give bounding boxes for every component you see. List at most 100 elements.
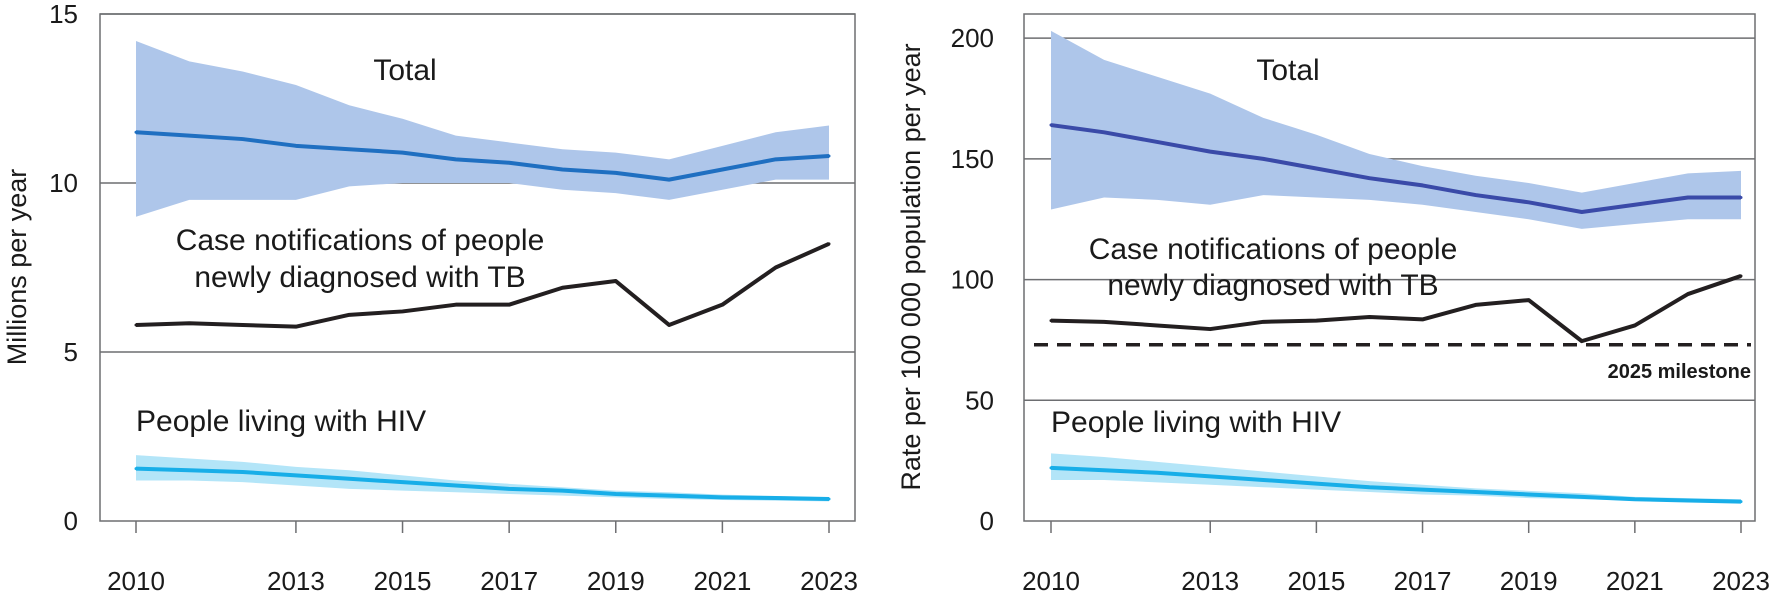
data-point-people-living-with-hiv-2023 bbox=[827, 497, 831, 501]
y-tick-label-5: 5 bbox=[64, 337, 78, 367]
data-point-case-notifications-of-people-newly-diagnosed-with-tb-2023 bbox=[827, 242, 831, 246]
series-line-case-notifications-of-people-newly-diagnosed-with-tb bbox=[1050, 274, 1742, 344]
data-point-total-2010 bbox=[134, 130, 138, 134]
data-point-case-notifications-of-people-newly-diagnosed-with-tb-2012 bbox=[241, 323, 245, 327]
series-label-case-notifications-of-people-newly-diagnosed-with-tb-line-1: Case notifications of people bbox=[1089, 233, 1458, 266]
data-point-total-2015 bbox=[1314, 167, 1318, 171]
data-point-people-living-with-hiv-2017 bbox=[1421, 488, 1425, 492]
data-point-people-living-with-hiv-2023 bbox=[1739, 500, 1743, 504]
y-axis-title: Rate per 100 000 population per year bbox=[896, 43, 926, 490]
data-point-case-notifications-of-people-newly-diagnosed-with-tb-2011 bbox=[187, 321, 191, 325]
data-point-case-notifications-of-people-newly-diagnosed-with-tb-2019 bbox=[1527, 298, 1531, 302]
data-point-total-2012 bbox=[241, 137, 245, 141]
data-point-people-living-with-hiv-2013 bbox=[294, 473, 298, 477]
data-point-total-2010 bbox=[1049, 123, 1053, 127]
x-tick-label-2021: 2021 bbox=[693, 566, 751, 596]
data-point-case-notifications-of-people-newly-diagnosed-with-tb-2021 bbox=[1633, 323, 1637, 327]
series-line-total bbox=[135, 130, 830, 182]
data-point-total-2011 bbox=[1102, 130, 1106, 134]
x-tick-label-2017: 2017 bbox=[1394, 566, 1452, 596]
data-point-case-notifications-of-people-newly-diagnosed-with-tb-2017 bbox=[1421, 317, 1425, 321]
data-point-case-notifications-of-people-newly-diagnosed-with-tb-2020 bbox=[1580, 339, 1584, 343]
data-point-people-living-with-hiv-2021 bbox=[720, 495, 724, 499]
x-tick-label-2023: 2023 bbox=[800, 566, 858, 596]
data-point-total-2021 bbox=[720, 167, 724, 171]
x-tick-label-2019: 2019 bbox=[1500, 566, 1558, 596]
x-tick-label-2013: 2013 bbox=[267, 566, 325, 596]
data-point-total-2014 bbox=[347, 147, 351, 151]
data-point-case-notifications-of-people-newly-diagnosed-with-tb-2015 bbox=[1314, 319, 1318, 323]
data-point-case-notifications-of-people-newly-diagnosed-with-tb-2022 bbox=[1686, 292, 1690, 296]
data-point-people-living-with-hiv-2010 bbox=[134, 467, 138, 471]
x-tick-label-2015: 2015 bbox=[374, 566, 432, 596]
milestone-label: 2025 milestone bbox=[1608, 361, 1751, 383]
data-point-people-living-with-hiv-2011 bbox=[1102, 468, 1106, 472]
data-point-case-notifications-of-people-newly-diagnosed-with-tb-2011 bbox=[1102, 320, 1106, 324]
data-point-people-living-with-hiv-2022 bbox=[774, 496, 778, 500]
data-point-case-notifications-of-people-newly-diagnosed-with-tb-2014 bbox=[1261, 320, 1265, 324]
data-point-total-2013 bbox=[1208, 150, 1212, 154]
data-point-people-living-with-hiv-2018 bbox=[560, 489, 564, 493]
x-tick-label-2017: 2017 bbox=[480, 566, 538, 596]
x-tick-label-2010: 2010 bbox=[1022, 566, 1080, 596]
data-point-people-living-with-hiv-2016 bbox=[454, 484, 458, 488]
series-label-people-living-with-hiv-line-1: People living with HIV bbox=[1051, 406, 1341, 439]
series-label-total-line-1: Total bbox=[373, 54, 436, 87]
data-point-case-notifications-of-people-newly-diagnosed-with-tb-2013 bbox=[1208, 327, 1212, 331]
series-line-people-living-with-hiv bbox=[1050, 465, 1742, 504]
data-point-total-2018 bbox=[560, 167, 564, 171]
y-tick-label-100: 100 bbox=[951, 265, 994, 295]
data-point-case-notifications-of-people-newly-diagnosed-with-tb-2013 bbox=[294, 325, 298, 329]
data-point-people-living-with-hiv-2013 bbox=[1208, 474, 1212, 478]
data-point-total-2017 bbox=[1421, 183, 1425, 187]
data-point-total-2016 bbox=[454, 157, 458, 161]
data-point-total-2022 bbox=[1686, 195, 1690, 199]
data-point-case-notifications-of-people-newly-diagnosed-with-tb-2018 bbox=[1474, 303, 1478, 307]
data-point-case-notifications-of-people-newly-diagnosed-with-tb-2015 bbox=[401, 309, 405, 313]
x-tick-label-2010: 2010 bbox=[107, 566, 165, 596]
data-point-total-2019 bbox=[1527, 200, 1531, 204]
data-point-people-living-with-hiv-2011 bbox=[187, 468, 191, 472]
x-tick-label-2021: 2021 bbox=[1606, 566, 1664, 596]
data-point-case-notifications-of-people-newly-diagnosed-with-tb-2018 bbox=[560, 286, 564, 290]
data-point-people-living-with-hiv-2021 bbox=[1633, 497, 1637, 501]
panel-left-absolute-numbers: 0 5 10 15 2010 2013 2015 2017 2019 2021 2023 Millio… bbox=[2, 0, 858, 596]
data-point-people-living-with-hiv-2019 bbox=[1527, 492, 1531, 496]
series-label-case-notifications-of-people-newly-diagnosed-with-tb-line-1: Case notifications of people bbox=[176, 224, 545, 257]
series-label-case-notifications-of-people-newly-diagnosed-with-tb-line-2: newly diagnosed with TB bbox=[194, 261, 525, 294]
x-tick-label-2023: 2023 bbox=[1712, 566, 1770, 596]
series-label-total-line-1: Total bbox=[1256, 54, 1319, 87]
panel-right-rate-per-100000: 0 50 100 150 200 2010 2013 2015 2017 2019 2021 2023… bbox=[896, 13, 1770, 596]
data-point-case-notifications-of-people-newly-diagnosed-with-tb-2022 bbox=[774, 266, 778, 269]
data-point-people-living-with-hiv-2017 bbox=[507, 487, 511, 491]
y-tick-label-50: 50 bbox=[965, 385, 994, 415]
y-tick-label-10: 10 bbox=[49, 168, 78, 198]
data-point-total-2020 bbox=[1580, 210, 1584, 214]
data-point-people-living-with-hiv-2022 bbox=[1686, 498, 1690, 502]
x-tick-label-2015: 2015 bbox=[1287, 566, 1345, 596]
data-point-case-notifications-of-people-newly-diagnosed-with-tb-2010 bbox=[134, 323, 138, 327]
y-tick-label-150: 150 bbox=[951, 144, 994, 174]
x-tick-label-2013: 2013 bbox=[1181, 566, 1239, 596]
data-point-people-living-with-hiv-2012 bbox=[1155, 471, 1159, 475]
data-point-people-living-with-hiv-2015 bbox=[401, 480, 405, 484]
y-axis-title: Millions per year bbox=[2, 169, 32, 366]
data-point-people-living-with-hiv-2010 bbox=[1049, 466, 1053, 470]
data-point-case-notifications-of-people-newly-diagnosed-with-tb-2010 bbox=[1049, 319, 1053, 323]
uncertainty-band-total bbox=[1051, 30, 1741, 229]
data-point-people-living-with-hiv-2014 bbox=[347, 477, 351, 481]
data-point-total-2016 bbox=[1367, 176, 1371, 180]
data-point-total-2021 bbox=[1633, 203, 1637, 207]
data-point-people-living-with-hiv-2019 bbox=[614, 492, 618, 496]
data-point-case-notifications-of-people-newly-diagnosed-with-tb-2023 bbox=[1739, 274, 1743, 278]
data-point-total-2020 bbox=[667, 178, 671, 182]
data-point-case-notifications-of-people-newly-diagnosed-with-tb-2014 bbox=[347, 313, 351, 317]
plot-frame bbox=[1023, 13, 1756, 522]
data-point-people-living-with-hiv-2016 bbox=[1367, 485, 1371, 489]
series-label-case-notifications-of-people-newly-diagnosed-with-tb-line-2: newly diagnosed with TB bbox=[1107, 269, 1438, 302]
data-point-case-notifications-of-people-newly-diagnosed-with-tb-2017 bbox=[507, 303, 511, 307]
data-point-case-notifications-of-people-newly-diagnosed-with-tb-2016 bbox=[1367, 315, 1371, 319]
series-line-total bbox=[1050, 123, 1741, 214]
data-point-total-2017 bbox=[507, 161, 511, 165]
